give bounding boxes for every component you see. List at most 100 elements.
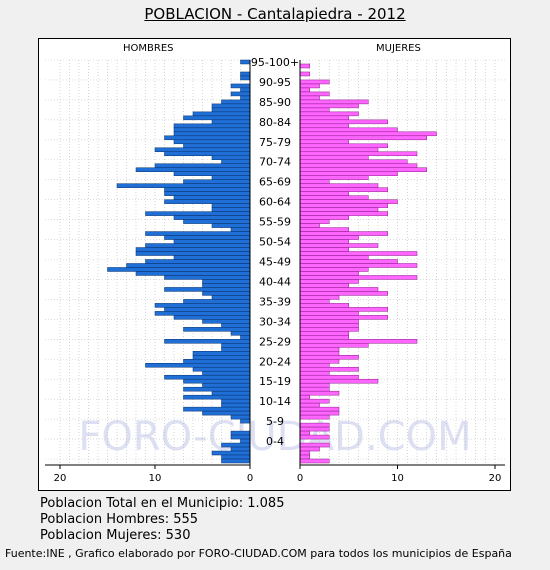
x-tick-label: 0 <box>297 473 303 484</box>
age-label: 85-90 <box>259 96 291 109</box>
female-bar <box>299 87 310 93</box>
male-bar <box>221 343 251 348</box>
female-bar <box>299 199 398 204</box>
male-bar <box>221 398 251 404</box>
female-bar <box>299 107 330 113</box>
female-bar <box>299 366 359 372</box>
male-bar <box>145 362 251 368</box>
female-bar <box>299 271 359 276</box>
age-label: 5-9 <box>266 415 284 428</box>
male-bar <box>230 446 251 452</box>
age-label: 90-95 <box>259 76 291 89</box>
right-header: MUJERES <box>376 43 421 54</box>
male-bar <box>240 418 251 424</box>
male-bar <box>173 239 251 244</box>
female-bar <box>299 458 330 464</box>
female-bar <box>299 219 330 224</box>
age-label: 70-74 <box>259 156 291 169</box>
male-bar <box>211 103 251 109</box>
female-bar <box>299 434 330 440</box>
age-label: 10-14 <box>259 395 291 408</box>
female-bar <box>299 231 388 236</box>
male-bar <box>183 327 251 332</box>
male-bar <box>135 271 251 276</box>
stat-total: Poblacion Total en el Municipio: 1.085 <box>40 496 285 511</box>
age-label: 25-29 <box>259 335 291 348</box>
male-bar <box>154 163 251 168</box>
age-label: 40-44 <box>259 275 291 288</box>
male-bar <box>164 235 251 240</box>
male-bar <box>230 227 251 232</box>
age-label: 75-79 <box>259 136 291 149</box>
female-bar <box>299 343 369 348</box>
male-bar <box>164 339 251 344</box>
female-bar <box>299 454 310 460</box>
male-bar <box>221 159 251 164</box>
female-bar <box>299 362 330 368</box>
male-bar <box>145 243 251 248</box>
female-bar <box>299 398 330 404</box>
female-bar <box>299 239 349 244</box>
female-bar <box>299 291 388 296</box>
stat-hombres: Poblacion Hombres: 555 <box>40 512 199 527</box>
female-bar <box>299 159 408 164</box>
male-bar <box>183 299 251 304</box>
female-bar <box>299 370 330 376</box>
x-tick-label: 10 <box>391 473 404 484</box>
female-bar <box>299 259 398 264</box>
female-bar <box>299 83 320 89</box>
male-bar <box>202 410 251 416</box>
male-bar <box>173 131 251 137</box>
male-bar <box>154 311 251 316</box>
male-bar <box>211 155 251 161</box>
female-bar <box>299 359 340 364</box>
female-bar <box>299 151 418 157</box>
age-label: 80-84 <box>259 116 291 129</box>
male-bar <box>211 107 251 113</box>
age-label: 35-39 <box>259 295 291 308</box>
female-bar <box>299 351 340 356</box>
male-bar <box>135 251 251 256</box>
male-bar <box>183 359 251 364</box>
female-bar <box>299 183 379 188</box>
x-tick-label: 0 <box>247 473 253 484</box>
male-bar <box>221 347 251 352</box>
female-bar <box>299 347 340 352</box>
female-bar <box>299 275 418 280</box>
female-bar <box>299 251 418 256</box>
male-bar <box>240 71 251 77</box>
female-bar <box>299 147 379 153</box>
female-bar <box>299 287 379 292</box>
female-bar <box>299 215 349 220</box>
age-label: 60-64 <box>259 196 291 209</box>
male-bar <box>183 394 251 400</box>
male-bar <box>221 402 251 408</box>
male-bar <box>164 287 251 292</box>
left-header: HOMBRES <box>123 43 174 54</box>
female-bar <box>299 355 359 360</box>
male-bar <box>202 283 251 288</box>
female-bar <box>299 315 388 320</box>
male-bar <box>145 211 251 216</box>
male-bar <box>230 331 251 336</box>
female-bar <box>299 331 349 336</box>
chart-title: POBLACION - Cantalapiedra - 2012 <box>144 5 406 23</box>
male-bar <box>173 255 251 260</box>
male-bar <box>240 87 251 93</box>
male-bar <box>202 279 251 284</box>
male-bar <box>240 75 251 81</box>
female-bar <box>299 374 359 380</box>
female-bar <box>299 191 349 196</box>
male-bar <box>211 295 251 300</box>
male-bar <box>221 442 251 448</box>
female-bar <box>299 167 427 172</box>
female-bar <box>299 311 359 316</box>
female-bar <box>299 299 330 304</box>
female-bar <box>299 171 398 176</box>
male-bar <box>230 91 251 97</box>
male-bar <box>107 267 251 272</box>
female-bar <box>299 339 418 344</box>
male-bar <box>240 95 251 101</box>
male-bar <box>164 199 251 204</box>
female-bar <box>299 247 349 252</box>
